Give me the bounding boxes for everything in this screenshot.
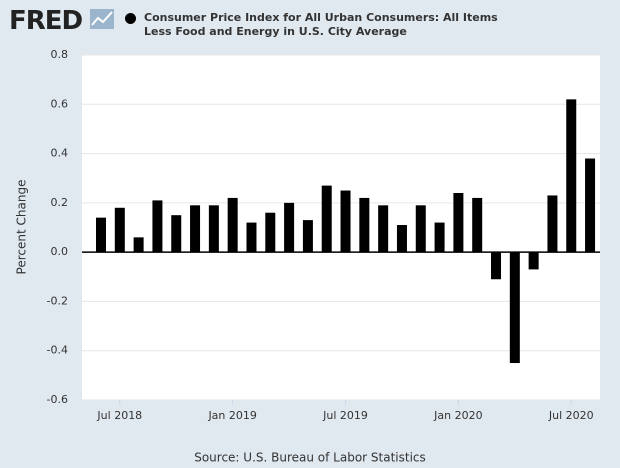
y-tick-label: 0.2	[51, 196, 69, 209]
bar	[284, 202, 295, 253]
bar	[434, 222, 445, 253]
y-tick-label: -0.4	[47, 344, 68, 357]
y-tick-label: 0.0	[51, 245, 69, 258]
bar	[114, 207, 125, 253]
bar	[396, 225, 407, 253]
bar	[472, 197, 483, 253]
bar	[302, 220, 313, 253]
y-tick-label: 0.4	[51, 147, 69, 160]
legend-marker	[125, 13, 136, 24]
bar	[152, 200, 163, 253]
logo-icon	[90, 9, 114, 29]
bar	[491, 252, 502, 280]
bar	[453, 193, 464, 253]
bar	[566, 99, 577, 253]
logo: FRED	[9, 6, 83, 36]
y-tick-label: 0.8	[51, 48, 69, 61]
y-tick-label: 0.6	[51, 97, 69, 110]
x-tick-label: Jan 2020	[433, 409, 482, 422]
x-tick-label: Jul 2018	[96, 409, 142, 422]
bar	[547, 195, 558, 253]
bar	[321, 185, 332, 253]
bar	[265, 212, 276, 253]
plot-area	[82, 55, 600, 400]
bar	[208, 205, 219, 253]
x-tick-label: Jul 2020	[548, 409, 594, 422]
x-tick-label: Jan 2019	[207, 409, 256, 422]
bar	[190, 205, 201, 253]
bar	[359, 197, 370, 253]
bar	[509, 252, 520, 364]
bar	[227, 197, 238, 253]
bar	[96, 217, 106, 253]
bar	[378, 205, 389, 253]
y-axis-label: Percent Change	[15, 180, 29, 275]
bar	[133, 237, 144, 253]
chart-title: Consumer Price Index for All Urban Consu…	[144, 11, 498, 38]
y-tick-label: -0.6	[47, 393, 68, 406]
bar	[415, 205, 426, 253]
bar	[340, 190, 351, 253]
bar	[528, 252, 539, 270]
bar	[246, 222, 257, 253]
bar	[171, 215, 182, 253]
source: Source: U.S. Bureau of Labor Statistics	[194, 451, 426, 465]
x-tick-label: Jul 2019	[322, 409, 368, 422]
bar	[585, 158, 596, 253]
y-tick-label: -0.2	[47, 294, 68, 307]
